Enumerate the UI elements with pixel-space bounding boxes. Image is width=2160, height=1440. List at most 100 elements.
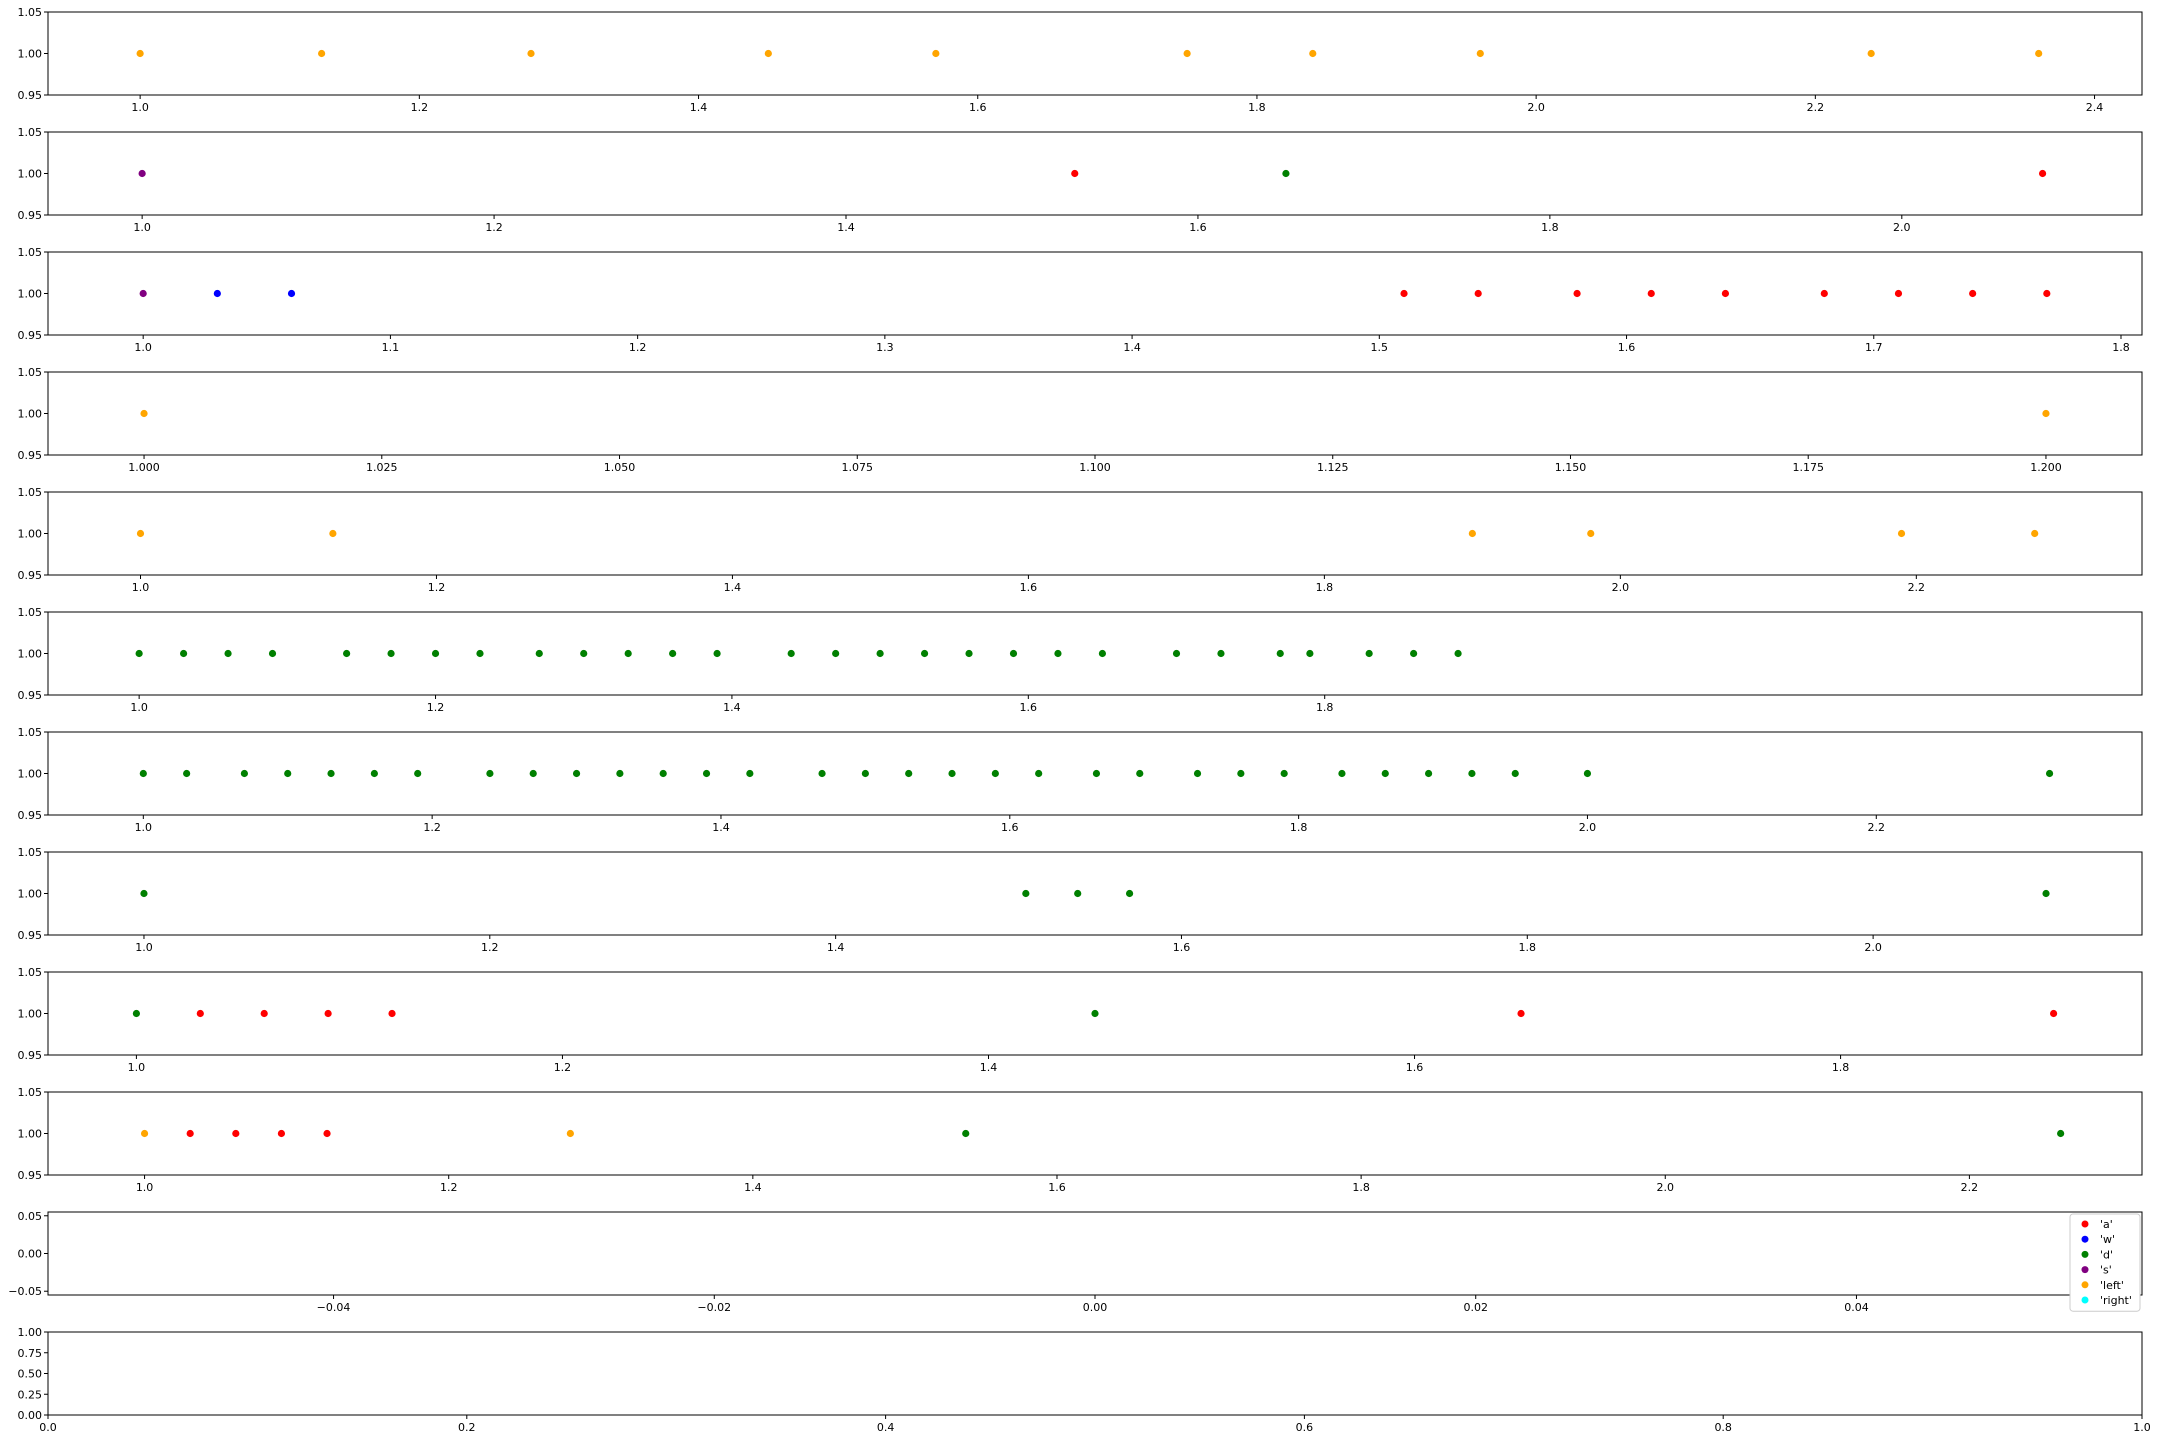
point-d [132, 1009, 141, 1018]
point-a [323, 1129, 331, 1138]
subplot-10: 1.0 1.2 1.4 1.6 1.8 2.0 2.2 0.95 1.00 1.05 [18, 1086, 2143, 1194]
x-tick-label: 1.6 [1048, 1181, 1066, 1194]
point-d [2042, 889, 2050, 898]
y-tick-label: 0.05 [18, 1210, 43, 1223]
point-d [240, 769, 249, 778]
x-tick-label: 2.2 [1961, 1181, 1979, 1194]
x-tick-label: 1.6 [1406, 1061, 1424, 1074]
point-left [1183, 49, 1191, 58]
x-tick-label: 1.8 [1316, 701, 1334, 714]
subplot-8: 1.0 1.2 1.4 1.6 1.8 2.0 0.95 1.00 1.05 [18, 846, 2143, 954]
x-tick-label: 2.0 [1893, 221, 1911, 234]
point-d [1074, 889, 1082, 898]
x-tick-label: 1.000 [128, 461, 160, 474]
point-d [787, 649, 795, 658]
point-left [2042, 409, 2050, 418]
point-d [876, 649, 884, 658]
point-d [139, 769, 147, 778]
y-tick-label: 1.00 [18, 288, 43, 301]
x-tick-label: 1.7 [1865, 341, 1883, 354]
y-tick-label: 0.95 [18, 449, 43, 462]
x-tick-label: 2.0 [1657, 1181, 1675, 1194]
x-tick-label: 1.0 [131, 101, 149, 114]
point-a [1517, 1009, 1525, 1018]
x-tick-label: 1.2 [485, 221, 503, 234]
legend-marker-d [2081, 1250, 2089, 1258]
legend-marker-w [2081, 1235, 2089, 1243]
point-w [287, 289, 296, 298]
point-d [1125, 889, 1134, 898]
point-a [1400, 289, 1408, 298]
point-left [2031, 529, 2039, 538]
point-d [948, 769, 956, 778]
x-tick-label: 1.4 [837, 221, 855, 234]
x-tick-label: 2.0 [1527, 101, 1545, 114]
point-left [140, 409, 148, 418]
x-tick-label: 1.8 [1541, 221, 1559, 234]
point-d [414, 769, 422, 778]
point-d [861, 769, 869, 778]
y-tick-label: 1.05 [18, 726, 43, 739]
point-d [580, 649, 588, 658]
point-a [232, 1129, 240, 1138]
point-d [1172, 649, 1181, 658]
x-tick-label: 1.8 [1248, 101, 1266, 114]
y-tick-label: 0.95 [18, 1049, 43, 1062]
point-d [616, 769, 624, 778]
y-tick-label: 0.95 [18, 689, 43, 702]
x-tick-label: 1.6 [1020, 701, 1038, 714]
point-d [965, 649, 973, 658]
subplot-1: 1.0 1.2 1.4 1.6 1.8 2.0 2.2 2.4 0.95 1.00 1.05 [18, 6, 2143, 114]
legend: 'a' 'w' 'd' 's' 'left' 'right' [2069, 1213, 2141, 1312]
x-tick-label: 1.0 [134, 341, 152, 354]
legend-marker-a [2081, 1220, 2089, 1228]
x-tick-label: 1.8 [1290, 821, 1308, 834]
y-tick-label: 1.00 [18, 1008, 43, 1021]
subplot-3: 1.0 1.1 1.2 1.3 1.4 1.5 1.6 1.7 1.8 0.95 1.00 1.05 [18, 246, 2143, 354]
point-a [1071, 169, 1079, 178]
x-tick-label: 1.0 [135, 941, 153, 954]
point-d [1237, 769, 1245, 778]
x-tick-label: 0.6 [1296, 1421, 1314, 1434]
point-d [669, 649, 677, 658]
point-left [2035, 49, 2043, 58]
x-tick-label: 1.0 [132, 581, 150, 594]
x-tick-label: 0.4 [877, 1421, 895, 1434]
point-a [1474, 289, 1482, 298]
point-d [572, 769, 581, 778]
point-left [136, 49, 144, 58]
subplot-2: 1.0 1.2 1.4 1.6 1.8 2.0 0.95 1.00 1.05 [18, 126, 2143, 234]
x-tick-label: 2.2 [1868, 821, 1886, 834]
y-tick-label: 1.00 [18, 768, 43, 781]
point-d [1306, 649, 1314, 658]
subplot-4: 1.000 1.025 1.050 1.075 1.100 1.125 1.150 1.175… [18, 366, 2143, 474]
x-tick-label: 2.0 [1864, 941, 1882, 954]
y-tick-label: 0.50 [18, 1368, 43, 1381]
y-tick-label: 0.95 [18, 209, 43, 222]
y-tick-label: 1.05 [18, 486, 43, 499]
point-d [1282, 169, 1290, 178]
point-d [431, 649, 440, 658]
point-left [932, 49, 940, 58]
point-a [186, 1129, 194, 1138]
y-tick-label: 0.00 [18, 1248, 43, 1261]
x-tick-label: 1.0 [136, 1181, 154, 1194]
y-tick-label: 1.00 [18, 48, 43, 61]
x-tick-label: 1.6 [1173, 941, 1191, 954]
point-a [2049, 1009, 2058, 1018]
y-tick-label: 0.95 [18, 809, 43, 822]
point-a [1647, 289, 1655, 298]
point-left [140, 1129, 149, 1138]
x-tick-label: 1.8 [1316, 581, 1334, 594]
point-d [832, 649, 840, 658]
legend-label-left: 'left' [2100, 1279, 2124, 1292]
subplot-9: 1.0 1.2 1.4 1.6 1.8 0.95 1.00 1.05 [18, 966, 2143, 1074]
subplot-7: 1.0 1.2 1.4 1.6 1.8 2.0 2.2 0.95 1.00 1.05 [18, 726, 2143, 834]
point-d [1136, 769, 1144, 778]
point-s [139, 289, 147, 298]
point-d [529, 769, 537, 778]
point-d [1381, 769, 1389, 778]
point-a [2038, 169, 2047, 178]
point-left [1897, 529, 1906, 538]
